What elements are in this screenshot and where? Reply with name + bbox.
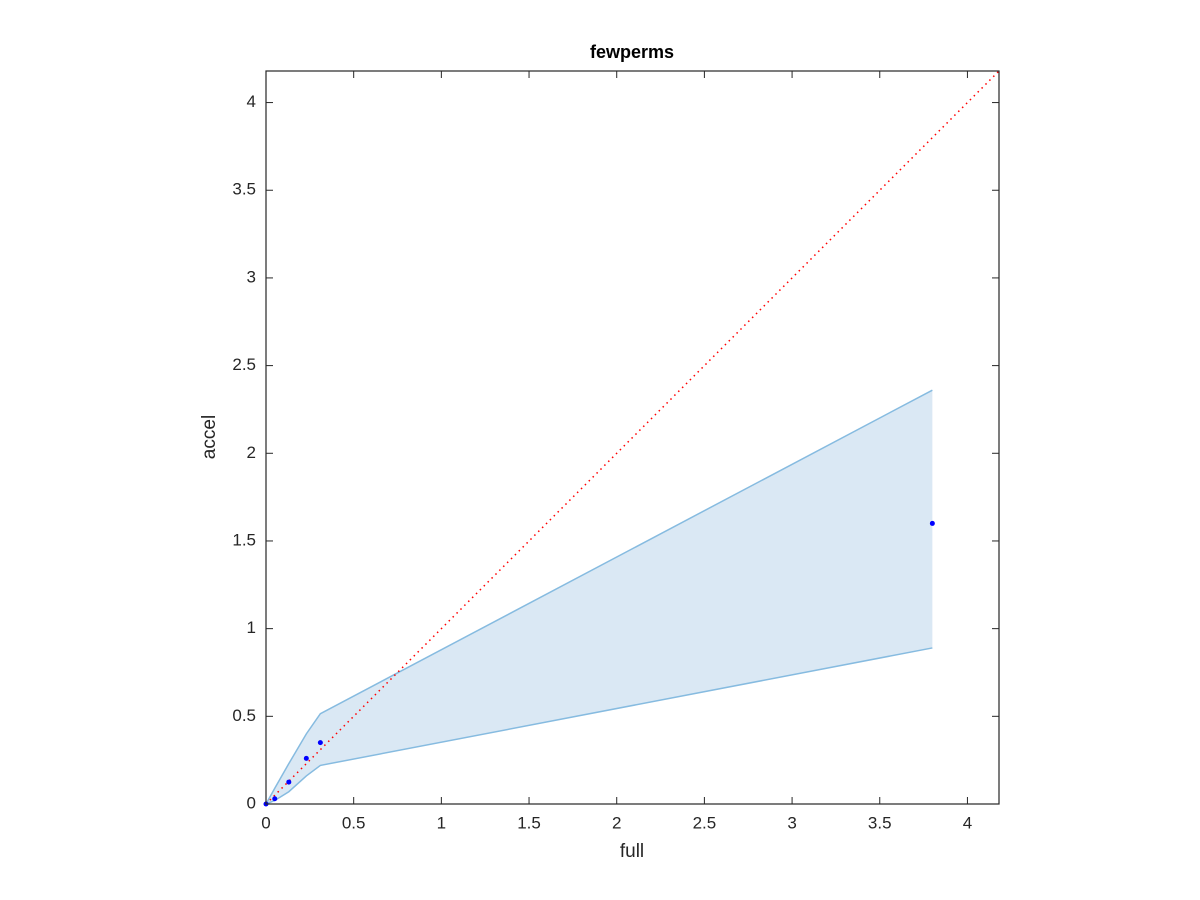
x-tick-label: 2.5 <box>693 813 717 832</box>
y-tick-label: 1 <box>247 618 256 637</box>
y-tick-label: 0.5 <box>232 706 256 725</box>
x-tick-label: 1.5 <box>517 813 541 832</box>
y-tick-label: 2 <box>247 443 256 462</box>
y-tick-label: 0 <box>247 793 256 812</box>
band-upper-edge <box>265 389 933 805</box>
axes-box <box>265 70 1000 805</box>
confidence-band <box>266 390 933 804</box>
x-tick-label: 0.5 <box>342 813 366 832</box>
y-tick-label: 2.5 <box>232 355 256 374</box>
chart-title: fewperms <box>590 42 674 62</box>
y-tick-label: 1.5 <box>232 530 256 549</box>
data-point <box>272 796 278 802</box>
data-point <box>286 779 292 785</box>
x-tick-label: 3 <box>787 813 796 832</box>
y-tick-label: 3 <box>247 267 256 286</box>
band-lower-edge <box>265 647 933 805</box>
x-tick-label: 1 <box>437 813 446 832</box>
x-tick-label: 3.5 <box>868 813 892 832</box>
x-axis-label: full <box>620 841 644 862</box>
data-point <box>929 520 935 526</box>
x-tick-label: 2 <box>612 813 621 832</box>
y-tick-label: 3.5 <box>232 180 256 199</box>
data-point <box>303 755 309 761</box>
x-tick-label: 4 <box>963 813 972 832</box>
data-point <box>317 740 323 746</box>
y-axis-label: accel <box>199 415 220 459</box>
y-tick-label: 4 <box>247 92 256 111</box>
x-tick-label: 0 <box>261 813 270 832</box>
reference-line <box>265 70 1000 805</box>
